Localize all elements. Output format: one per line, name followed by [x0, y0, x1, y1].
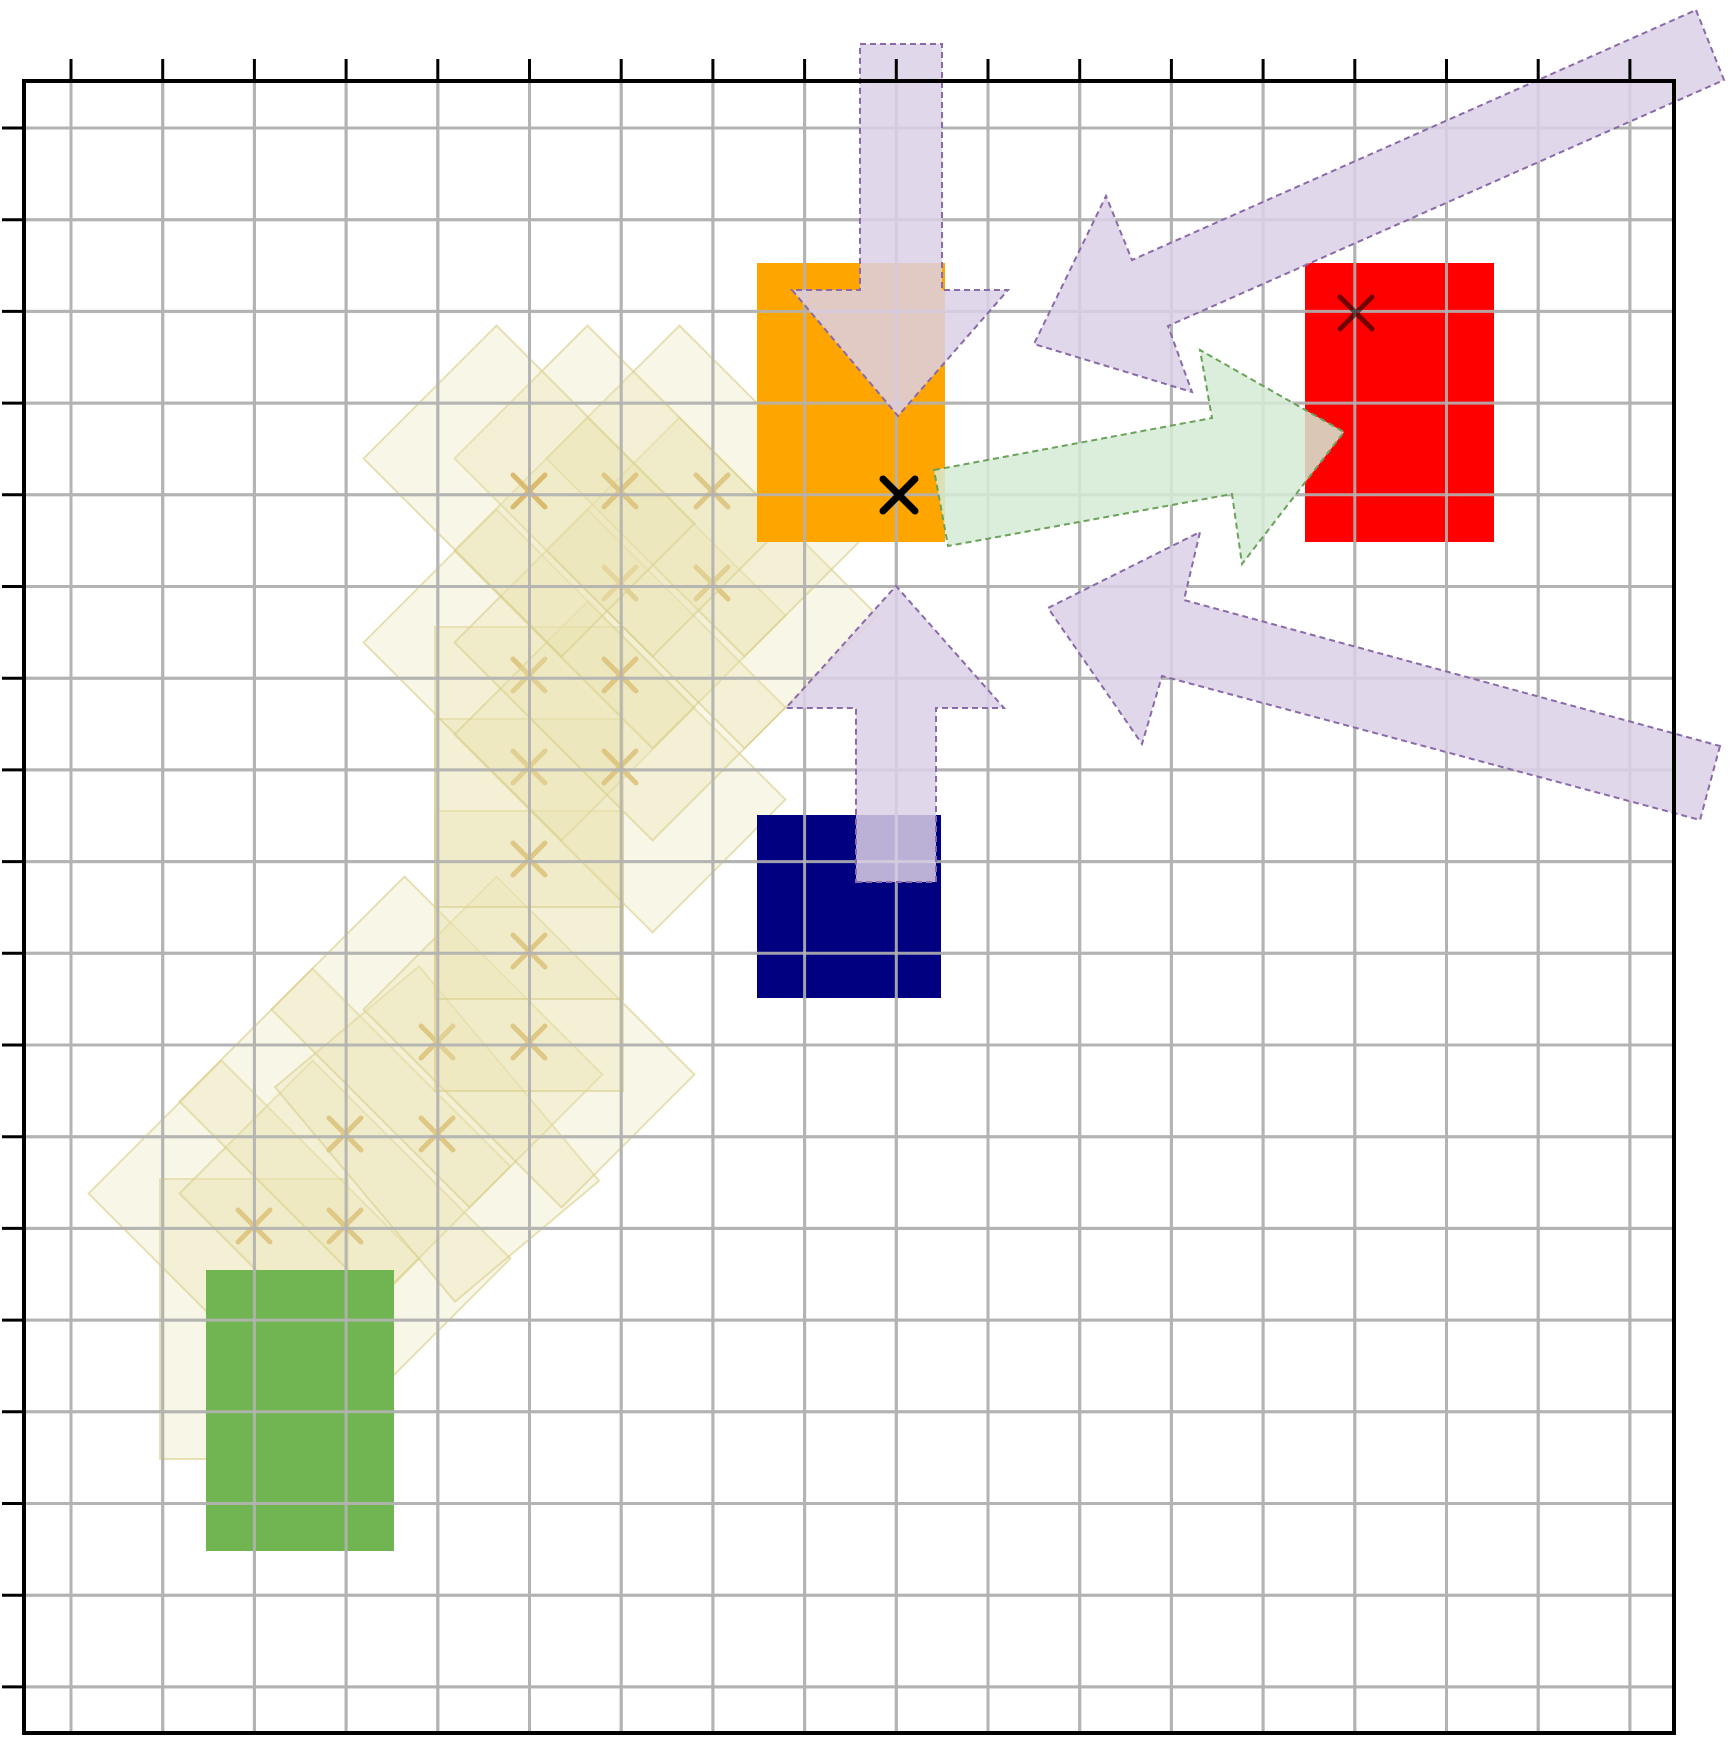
down-arrow: [789, 43, 1011, 418]
plot-frame: [22, 79, 1676, 1735]
lower-left-arrow: [1046, 530, 1722, 822]
red-target-marker: [1337, 294, 1375, 332]
upper-left-arrow: [1032, 8, 1726, 394]
right-arrow: [932, 348, 1346, 567]
arrows: [783, 8, 1726, 883]
axis-ticks: [2, 59, 1632, 1689]
up-arrow: [783, 584, 1007, 883]
orange-center-marker: [879, 475, 919, 515]
frame-border: [22, 79, 1676, 1735]
markers: [879, 294, 1375, 515]
